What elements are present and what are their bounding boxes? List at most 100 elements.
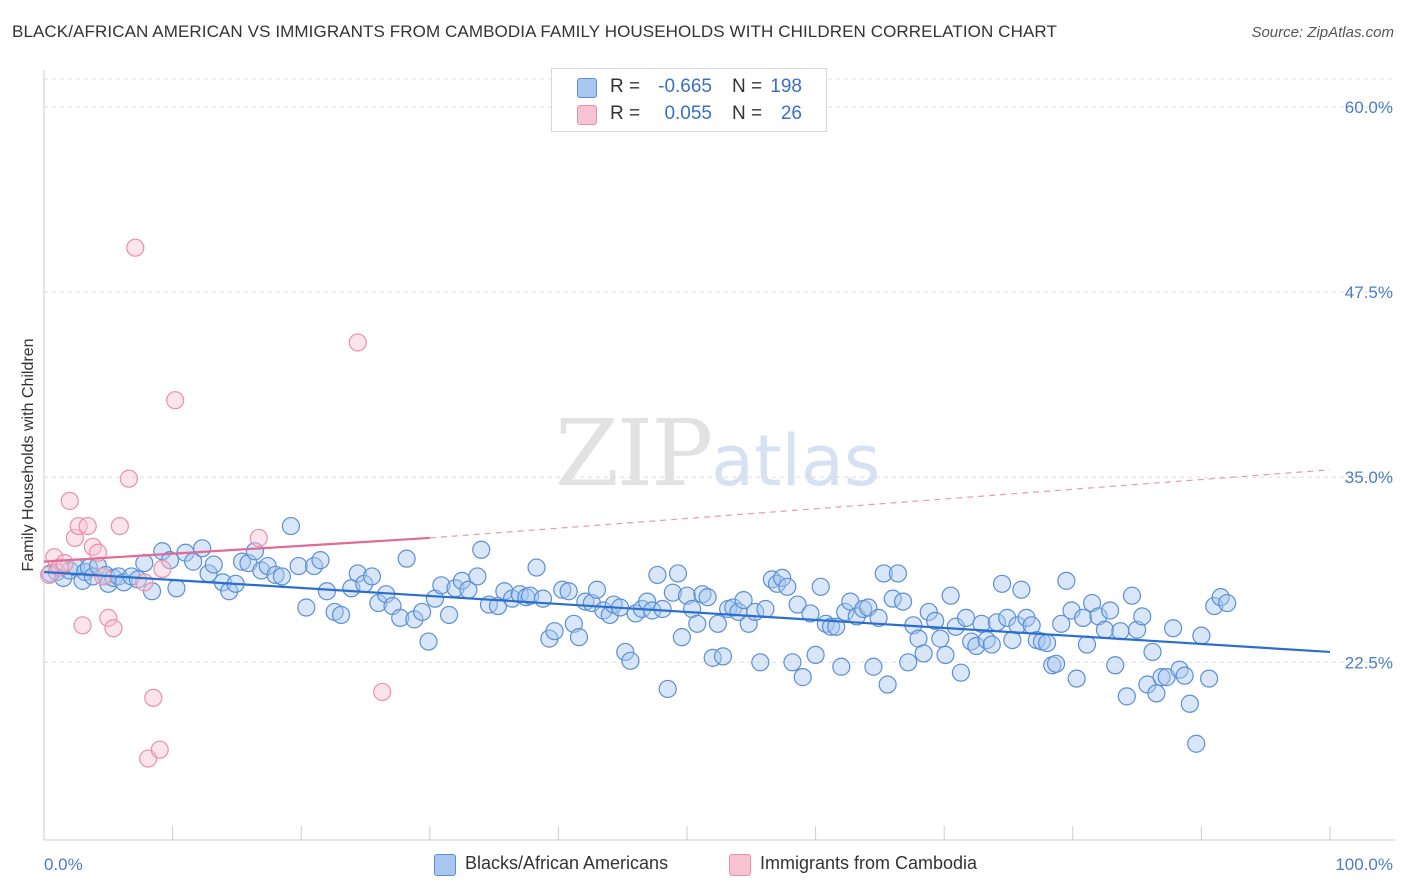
data-point-blacks bbox=[793, 668, 812, 687]
data-point-blacks bbox=[698, 588, 717, 607]
data-point-blacks bbox=[281, 516, 301, 536]
data-point-blacks bbox=[362, 567, 382, 586]
data-point-blacks bbox=[1077, 635, 1097, 654]
bottom-legend-label: Immigrants from Cambodia bbox=[760, 853, 978, 873]
data-point-blacks bbox=[941, 586, 960, 605]
data-point-blacks bbox=[1052, 614, 1071, 633]
source-note: Source: ZipAtlas.com bbox=[1251, 24, 1394, 41]
data-point-blacks bbox=[569, 628, 589, 647]
blue-swatch-icon bbox=[577, 78, 597, 98]
chart-title: BLACK/AFRICAN AMERICAN VS IMMIGRANTS FRO… bbox=[12, 22, 1057, 41]
data-point-cambodia bbox=[373, 682, 392, 702]
data-point-blacks bbox=[1122, 586, 1142, 605]
x-tick-label: 100.0% bbox=[1335, 855, 1393, 874]
legend-n-value: 26 bbox=[780, 103, 802, 124]
data-point-cambodia bbox=[40, 565, 59, 585]
data-point-blacks bbox=[616, 642, 635, 662]
trend-lines bbox=[43, 469, 1331, 654]
legend-n-label: N = bbox=[732, 103, 763, 124]
legend-row-blacks: R = -0.665 N = 198 bbox=[552, 74, 826, 100]
data-point-blacks bbox=[677, 586, 697, 605]
data-point-cambodia bbox=[126, 238, 145, 257]
data-point-blacks bbox=[135, 553, 154, 573]
data-point-blacks bbox=[708, 614, 727, 633]
legend-n-label: N = bbox=[732, 76, 763, 97]
data-point-blacks bbox=[1200, 669, 1219, 688]
data-point-blacks bbox=[869, 608, 888, 627]
data-point-blacks bbox=[951, 663, 971, 682]
data-point-blacks bbox=[266, 565, 285, 585]
data-point-blacks bbox=[348, 564, 367, 583]
data-point-blacks bbox=[672, 628, 691, 647]
correlation-legend: R = -0.665 N = 198 R = 0.055 N = 26 bbox=[551, 68, 827, 132]
x-tick-label: 0.0% bbox=[44, 855, 83, 874]
data-point-blacks bbox=[1218, 593, 1237, 613]
data-point-blacks bbox=[1057, 571, 1076, 590]
data-point-blacks bbox=[1180, 694, 1199, 713]
data-point-blacks bbox=[751, 653, 770, 672]
legend-row-cambodia: R = 0.055 N = 26 bbox=[552, 101, 826, 127]
data-point-blacks bbox=[545, 622, 564, 641]
data-point-blacks bbox=[472, 540, 491, 559]
data-point-blacks bbox=[914, 644, 933, 663]
data-point-cambodia bbox=[249, 528, 268, 548]
data-point-blacks bbox=[193, 539, 212, 558]
data-point-blacks bbox=[713, 647, 733, 666]
data-point-blacks bbox=[527, 558, 546, 577]
data-point-blacks bbox=[956, 608, 976, 627]
data-point-blacks bbox=[836, 602, 855, 622]
data-point-blacks bbox=[693, 585, 712, 604]
data-point-blacks bbox=[756, 599, 775, 619]
data-point-blacks bbox=[297, 598, 316, 617]
data-point-blacks bbox=[783, 653, 802, 672]
data-point-cambodia bbox=[110, 516, 129, 536]
data-point-blacks bbox=[553, 580, 572, 599]
data-point-blacks bbox=[1012, 580, 1031, 599]
data-point-cambodia bbox=[150, 740, 169, 759]
data-point-cambodia bbox=[135, 573, 154, 592]
data-point-blacks bbox=[926, 611, 945, 630]
legend-r-value: 0.055 bbox=[664, 103, 712, 124]
trend-line-cambodia-extension bbox=[429, 469, 1331, 539]
data-point-cambodia bbox=[119, 469, 138, 488]
data-point-blacks bbox=[874, 564, 893, 583]
data-point-blacks bbox=[1037, 633, 1057, 653]
data-point-cambodia bbox=[104, 619, 123, 638]
data-point-cambodia bbox=[144, 688, 163, 707]
data-point-blacks bbox=[419, 632, 438, 651]
data-point-blacks bbox=[331, 605, 351, 625]
data-point-blacks bbox=[1106, 656, 1125, 675]
data-point-blacks bbox=[878, 675, 897, 694]
y-tick-label: 35.0% bbox=[1345, 468, 1393, 487]
data-point-blacks bbox=[232, 552, 252, 571]
data-point-blacks bbox=[767, 574, 787, 593]
data-point-blacks bbox=[1133, 607, 1152, 626]
data-point-blacks bbox=[899, 653, 918, 672]
data-point-blacks bbox=[391, 608, 410, 627]
data-point-cambodia bbox=[60, 491, 79, 511]
data-point-blacks bbox=[1175, 666, 1194, 685]
data-point-blacks bbox=[1192, 626, 1211, 645]
data-point-cambodia bbox=[99, 608, 118, 627]
data-point-blacks bbox=[806, 645, 825, 665]
data-point-blacks bbox=[533, 589, 553, 608]
data-point-blacks bbox=[397, 549, 416, 568]
data-point-blacks bbox=[1111, 622, 1130, 641]
data-point-blacks bbox=[468, 567, 487, 586]
data-point-blacks bbox=[788, 595, 807, 614]
data-point-blacks bbox=[439, 605, 459, 625]
pink-swatch-icon bbox=[577, 105, 597, 125]
y-tick-label: 60.0% bbox=[1345, 98, 1393, 117]
watermark: ZIPatlas bbox=[555, 400, 880, 507]
data-point-blacks bbox=[1073, 608, 1093, 627]
data-point-blacks bbox=[931, 629, 950, 648]
data-point-blacks bbox=[919, 602, 938, 622]
data-point-blacks bbox=[559, 582, 578, 601]
data-point-cambodia bbox=[55, 553, 74, 573]
grid-lines bbox=[44, 78, 1395, 663]
data-point-cambodia bbox=[348, 333, 367, 352]
data-point-blacks bbox=[564, 614, 583, 633]
data-point-blacks bbox=[773, 568, 792, 588]
data-point-blacks bbox=[1067, 669, 1086, 688]
